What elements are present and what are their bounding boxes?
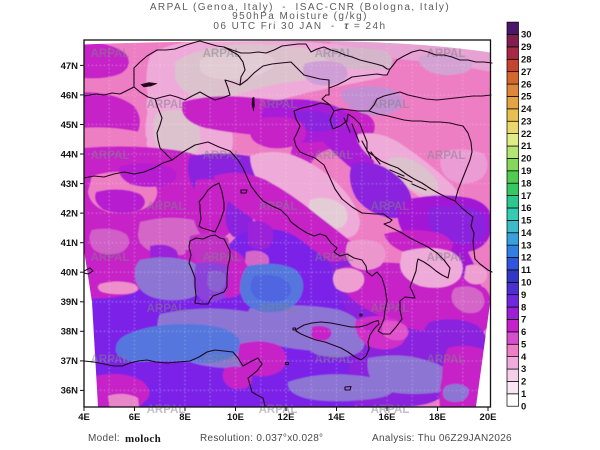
svg-text:39N: 39N — [61, 297, 79, 308]
svg-text:16: 16 — [521, 203, 532, 214]
svg-text:13: 13 — [521, 240, 532, 251]
svg-text:27: 27 — [521, 67, 532, 78]
svg-text:12: 12 — [521, 253, 532, 264]
svg-text:0: 0 — [521, 401, 526, 412]
svg-text:ARPAL: ARPAL — [147, 303, 186, 315]
svg-text:47N: 47N — [61, 61, 79, 72]
svg-text:23: 23 — [521, 116, 532, 127]
svg-text:22: 22 — [521, 129, 532, 140]
svg-text:ARPAL: ARPAL — [371, 99, 410, 111]
svg-text:9: 9 — [521, 290, 526, 301]
svg-text:10: 10 — [521, 278, 532, 289]
svg-text:18E: 18E — [429, 412, 446, 423]
svg-text:ARPAL: ARPAL — [315, 150, 354, 162]
svg-text:4E: 4E — [78, 412, 90, 423]
svg-text:12E: 12E — [278, 412, 295, 423]
svg-text:8: 8 — [521, 302, 526, 313]
svg-text:44N: 44N — [61, 150, 79, 161]
svg-text:43N: 43N — [61, 179, 79, 190]
svg-text:5: 5 — [521, 339, 527, 350]
svg-text:26: 26 — [521, 79, 532, 90]
svg-text:ARPAL: ARPAL — [371, 201, 410, 213]
svg-text:ARPAL: ARPAL — [91, 150, 130, 162]
svg-text:4: 4 — [521, 352, 527, 363]
svg-text:16E: 16E — [379, 412, 396, 423]
svg-text:ARPAL: ARPAL — [315, 48, 354, 60]
svg-text:46N: 46N — [61, 91, 79, 102]
svg-text:ARPAL: ARPAL — [147, 201, 186, 213]
svg-text:11: 11 — [521, 265, 532, 276]
svg-text:14: 14 — [521, 228, 532, 239]
svg-text:ARPAL: ARPAL — [427, 48, 466, 60]
svg-text:38N: 38N — [61, 327, 79, 338]
svg-text:ARPAL: ARPAL — [259, 303, 298, 315]
svg-text:2: 2 — [521, 377, 526, 388]
svg-text:ARPAL: ARPAL — [259, 99, 298, 111]
svg-text:40N: 40N — [61, 268, 79, 279]
svg-text:21: 21 — [521, 141, 532, 152]
svg-text:7: 7 — [521, 315, 526, 326]
svg-text:36N: 36N — [61, 386, 79, 397]
svg-text:ARPAL: ARPAL — [315, 354, 354, 366]
svg-text:28: 28 — [521, 54, 532, 65]
svg-text:14E: 14E — [328, 412, 345, 423]
svg-text:15: 15 — [521, 216, 532, 227]
svg-text:1: 1 — [521, 389, 527, 400]
svg-text:8E: 8E — [179, 412, 191, 423]
svg-text:10E: 10E — [227, 412, 244, 423]
svg-text:ARPAL: ARPAL — [259, 201, 298, 213]
svg-text:3: 3 — [521, 364, 526, 375]
svg-text:18: 18 — [521, 178, 532, 189]
svg-text:ARPAL: ARPAL — [427, 354, 466, 366]
svg-text:ARPAL: ARPAL — [427, 252, 466, 264]
svg-text:ARPAL: ARPAL — [203, 150, 242, 162]
svg-text:25: 25 — [521, 92, 532, 103]
svg-text:45N: 45N — [61, 120, 79, 131]
svg-text:ARPAL: ARPAL — [147, 99, 186, 111]
svg-text:6: 6 — [521, 327, 526, 338]
svg-text:19: 19 — [521, 166, 532, 177]
svg-text:37N: 37N — [61, 356, 79, 367]
svg-text:17: 17 — [521, 191, 532, 202]
svg-text:ARPAL: ARPAL — [203, 252, 242, 264]
svg-text:20E: 20E — [480, 412, 497, 423]
svg-text:6E: 6E — [129, 412, 141, 423]
svg-text:41N: 41N — [61, 238, 79, 249]
svg-text:29: 29 — [521, 42, 532, 53]
svg-text:24: 24 — [521, 104, 532, 115]
svg-text:ARPAL: ARPAL — [91, 48, 130, 60]
svg-text:ARPAL: ARPAL — [91, 252, 130, 264]
svg-text:ARPAL: ARPAL — [91, 354, 130, 366]
svg-text:ARPAL: ARPAL — [371, 303, 410, 315]
svg-text:42N: 42N — [61, 209, 79, 220]
svg-text:20: 20 — [521, 154, 532, 165]
svg-text:ARPAL: ARPAL — [427, 150, 466, 162]
svg-text:ARPAL: ARPAL — [203, 354, 242, 366]
svg-text:30: 30 — [521, 30, 532, 41]
